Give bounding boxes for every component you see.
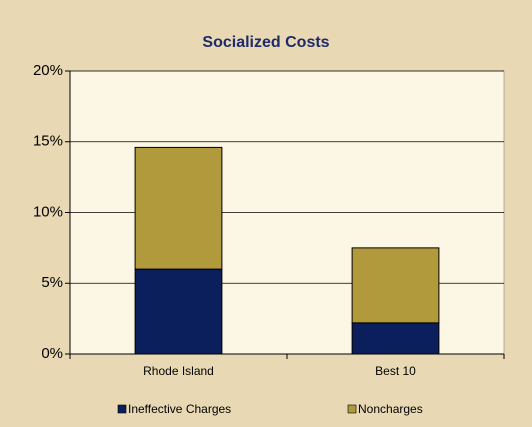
bar-segment [134,146,223,270]
y-tick-label: 15% [33,133,63,150]
x-tick-label: Rhode Island [143,364,214,378]
bar-segment [134,268,223,355]
y-tick-label: 5% [41,274,63,291]
legend-label: Ineffective Charges [128,402,231,416]
legend-swatch [117,404,127,414]
y-tick-label: 20% [33,62,63,79]
legend-swatch [347,404,357,414]
bar-segment [351,322,440,355]
chart-title: Socialized Costs [202,34,329,51]
bar-segment [351,247,440,324]
y-tick-label: 0% [41,345,63,362]
legend-label: Noncharges [358,402,423,416]
x-tick-label: Best 10 [375,364,416,378]
y-tick-label: 10% [33,203,63,220]
